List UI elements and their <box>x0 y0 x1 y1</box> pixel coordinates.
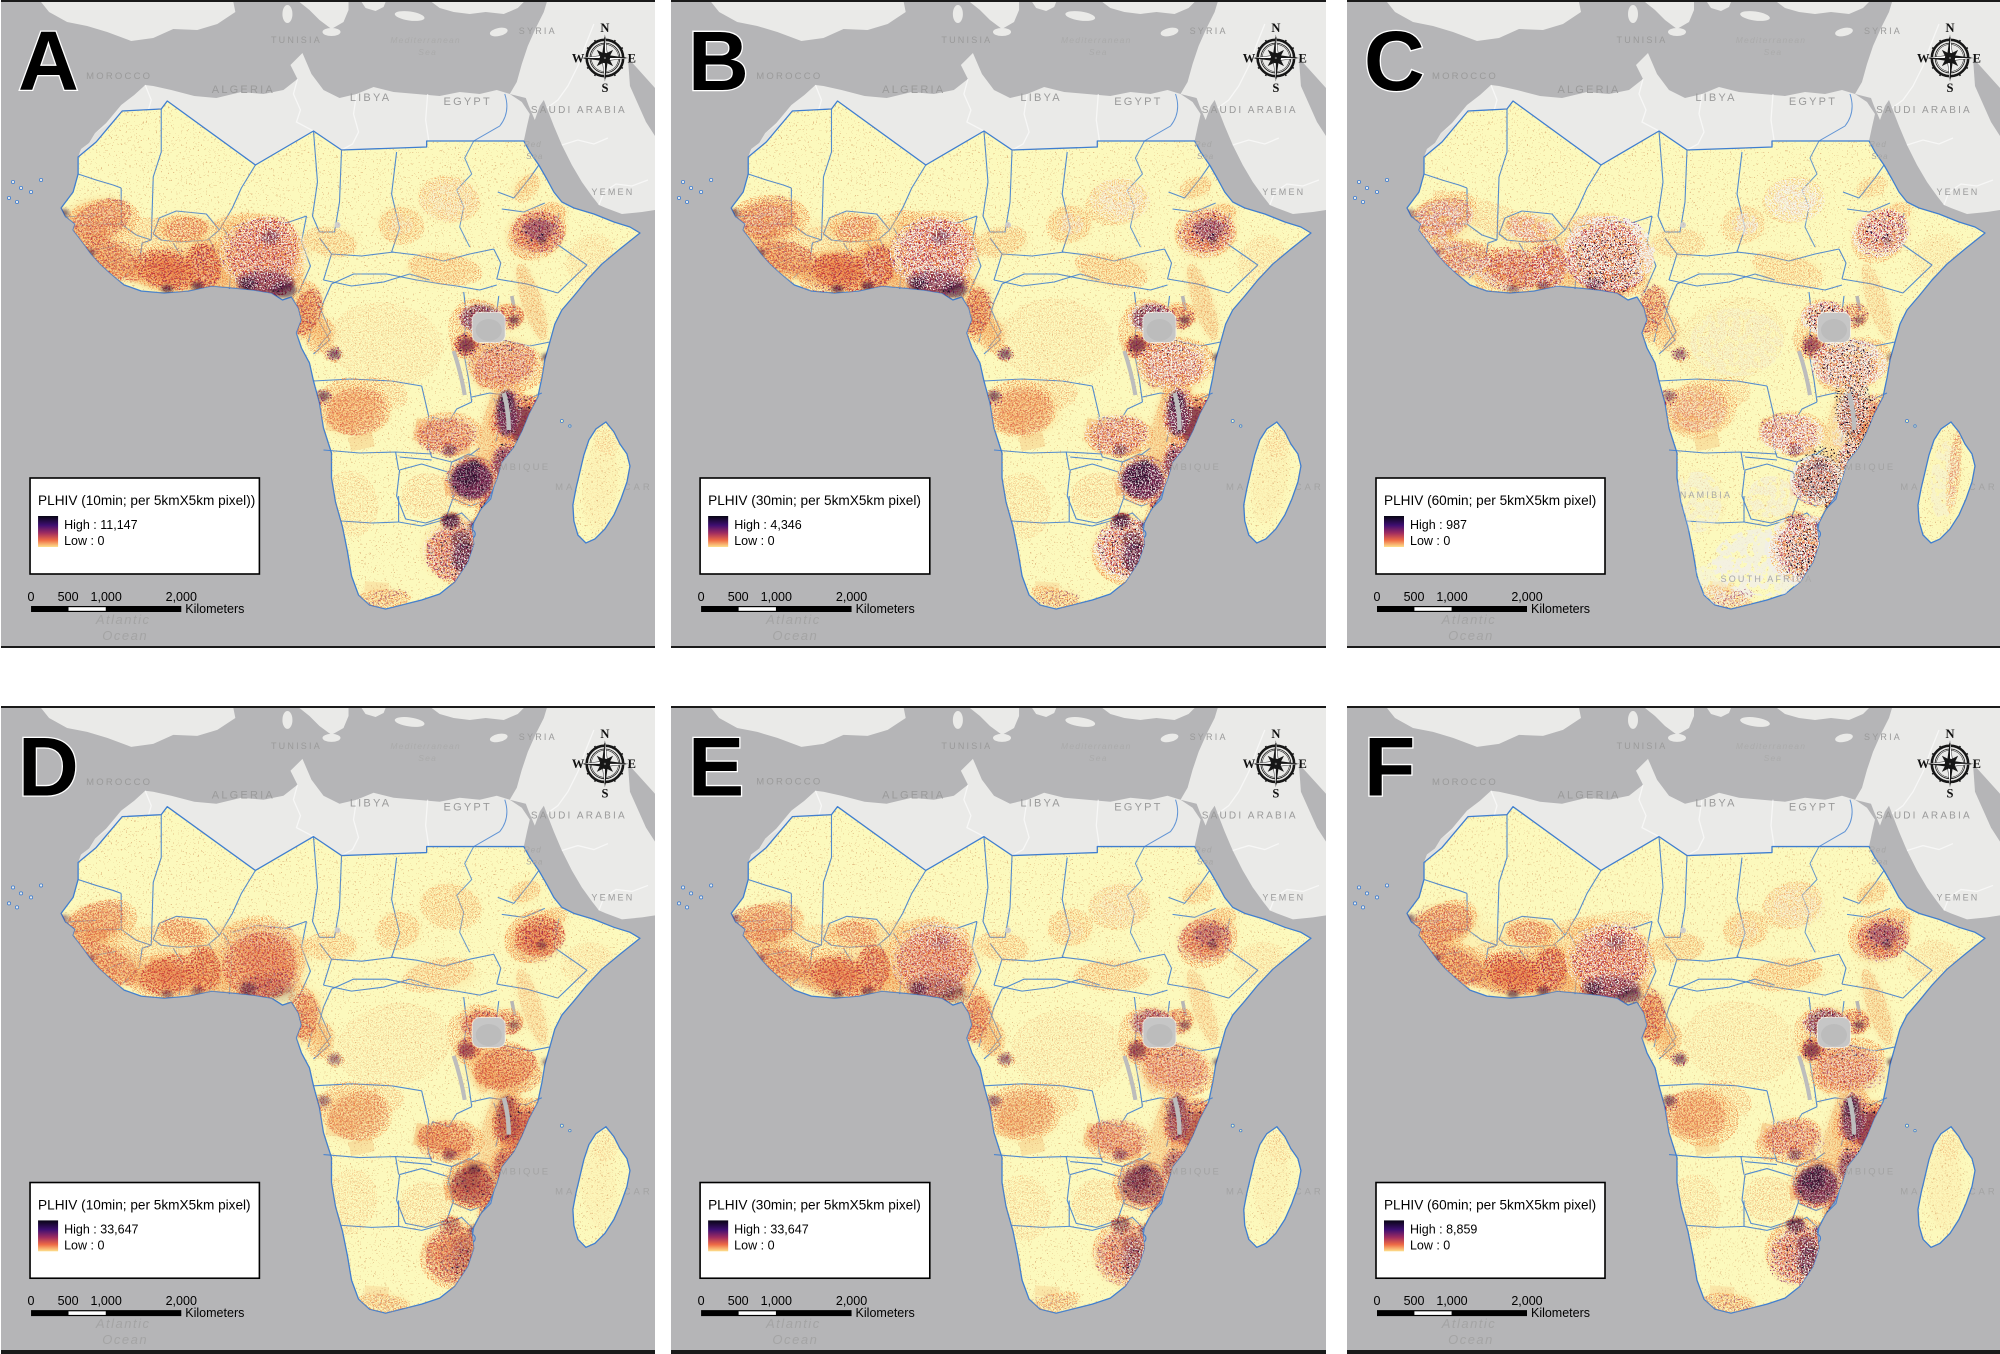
svg-text:1,000: 1,000 <box>1436 590 1467 604</box>
svg-text:Kilometers: Kilometers <box>1531 1306 1590 1320</box>
svg-text:2,000: 2,000 <box>166 1294 197 1308</box>
svg-text:0: 0 <box>28 1294 35 1308</box>
svg-text:E: E <box>688 720 744 814</box>
svg-text:0: 0 <box>1374 590 1381 604</box>
svg-text:PLHIV (30min; per 5kmX5km pixe: PLHIV (30min; per 5kmX5km pixel) <box>708 493 921 508</box>
svg-text:High : 987: High : 987 <box>1410 518 1467 532</box>
svg-text:Ocean: Ocean <box>772 1332 818 1347</box>
svg-text:0: 0 <box>28 590 35 604</box>
svg-text:Kilometers: Kilometers <box>1531 602 1590 616</box>
svg-text:Ocean: Ocean <box>772 628 818 643</box>
svg-text:SOUTH AFRICA: SOUTH AFRICA <box>1721 574 1814 584</box>
svg-text:Ocean: Ocean <box>1448 628 1494 643</box>
svg-text:2,000: 2,000 <box>836 590 867 604</box>
svg-text:F: F <box>1364 720 1415 814</box>
svg-text:PLHIV (30min; per 5kmX5km pixe: PLHIV (30min; per 5kmX5km pixel) <box>708 1197 921 1212</box>
svg-text:2,000: 2,000 <box>836 1294 867 1308</box>
svg-text:Low : 0: Low : 0 <box>1410 1238 1450 1252</box>
svg-text:High : 33,647: High : 33,647 <box>734 1222 809 1236</box>
svg-text:Kilometers: Kilometers <box>856 602 915 616</box>
svg-text:PLHIV (60min; per 5kmX5km pixe: PLHIV (60min; per 5kmX5km pixel) <box>1384 493 1596 508</box>
svg-text:2,000: 2,000 <box>1511 1294 1542 1308</box>
svg-text:0: 0 <box>1374 1294 1381 1308</box>
svg-text:Ocean: Ocean <box>1448 1332 1494 1347</box>
svg-text:500: 500 <box>58 590 79 604</box>
svg-text:500: 500 <box>1404 1294 1425 1308</box>
svg-text:Low : 0: Low : 0 <box>734 1238 774 1252</box>
svg-text:500: 500 <box>1404 590 1425 604</box>
svg-text:0: 0 <box>698 1294 705 1308</box>
svg-text:Low : 0: Low : 0 <box>734 534 774 548</box>
svg-text:Atlantic: Atlantic <box>1441 612 1497 627</box>
svg-text:High : 4,346: High : 4,346 <box>734 518 802 532</box>
svg-text:1,000: 1,000 <box>90 1294 121 1308</box>
svg-text:C: C <box>1364 14 1425 108</box>
svg-text:Kilometers: Kilometers <box>185 1306 244 1320</box>
svg-text:PLHIV (10min; per 5kmX5km pixe: PLHIV (10min; per 5kmX5km pixel) <box>38 1197 251 1212</box>
svg-text:2,000: 2,000 <box>1511 590 1542 604</box>
svg-text:Atlantic: Atlantic <box>765 612 821 627</box>
svg-text:Atlantic: Atlantic <box>1441 1316 1497 1331</box>
svg-text:Ocean: Ocean <box>102 1332 148 1347</box>
svg-text:High : 11,147: High : 11,147 <box>64 518 138 532</box>
svg-text:Atlantic: Atlantic <box>95 612 151 627</box>
svg-text:High : 8,859: High : 8,859 <box>1410 1222 1477 1236</box>
svg-text:NAMIBIA: NAMIBIA <box>1680 490 1732 500</box>
svg-text:0: 0 <box>698 590 705 604</box>
svg-text:500: 500 <box>58 1294 79 1308</box>
svg-text:1,000: 1,000 <box>1436 1294 1467 1308</box>
svg-text:1,000: 1,000 <box>761 590 792 604</box>
svg-text:500: 500 <box>728 590 749 604</box>
svg-text:Low : 0: Low : 0 <box>64 1238 104 1252</box>
svg-text:2,000: 2,000 <box>166 590 197 604</box>
svg-text:Kilometers: Kilometers <box>185 602 244 616</box>
svg-text:Low : 0: Low : 0 <box>64 534 104 548</box>
svg-text:1,000: 1,000 <box>761 1294 792 1308</box>
svg-text:Kilometers: Kilometers <box>856 1306 915 1320</box>
svg-text:Ocean: Ocean <box>102 628 148 643</box>
svg-text:500: 500 <box>728 1294 749 1308</box>
svg-text:High : 33,647: High : 33,647 <box>64 1222 138 1236</box>
svg-text:Atlantic: Atlantic <box>765 1316 821 1331</box>
svg-text:1,000: 1,000 <box>91 590 122 604</box>
svg-text:B: B <box>688 14 749 108</box>
svg-text:PLHIV (10min; per 5kmX5km pixe: PLHIV (10min; per 5kmX5km pixel)) <box>38 493 255 508</box>
svg-text:A: A <box>18 14 79 108</box>
svg-text:Low : 0: Low : 0 <box>1410 534 1450 548</box>
svg-text:D: D <box>18 720 79 814</box>
svg-text:Atlantic: Atlantic <box>95 1316 151 1331</box>
svg-text:PLHIV (60min; per 5kmX5km pixe: PLHIV (60min; per 5kmX5km pixel) <box>1384 1197 1596 1212</box>
